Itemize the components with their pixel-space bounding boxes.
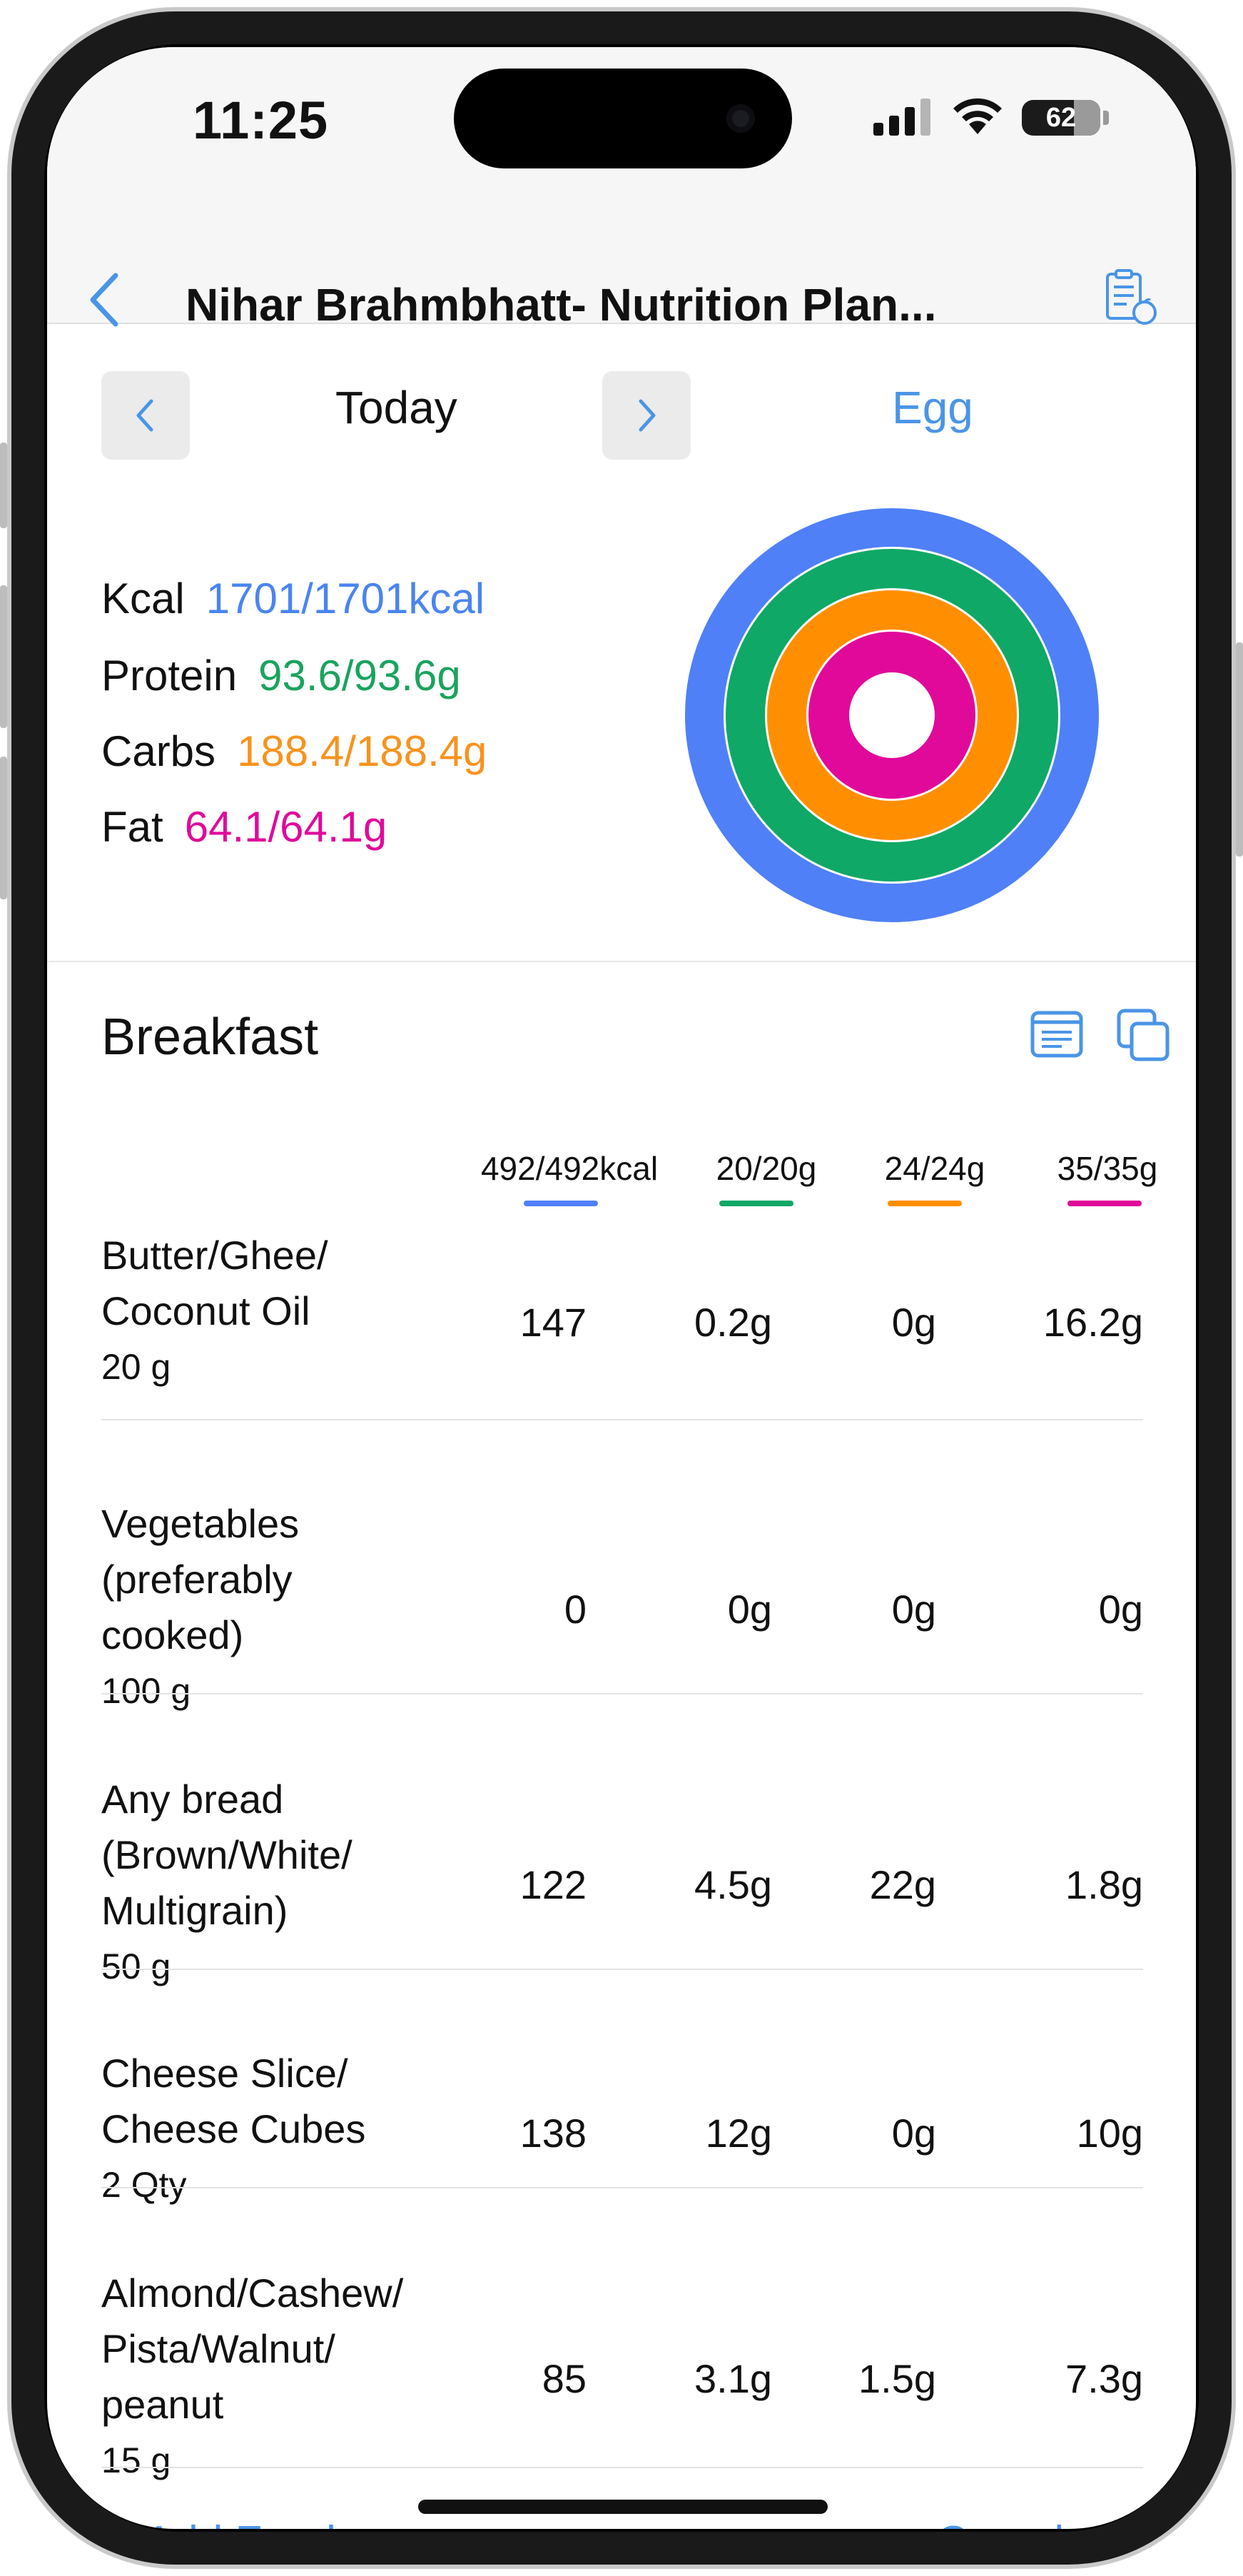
side-button <box>1236 642 1243 857</box>
meal-total-carbs: 24/24g <box>884 1150 985 1187</box>
meal-title: Breakfast <box>101 1009 319 1066</box>
row-divider <box>101 1969 1143 1970</box>
chevron-left-icon <box>136 399 153 432</box>
food-carbs: 22g <box>869 1862 936 1907</box>
macro-value: 93.6/93.6g <box>258 652 461 699</box>
food-carbs: 1.5g <box>858 2356 936 2401</box>
navigation-bar: Nihar Brahmbhatt- Nutrition Plan... <box>47 197 1196 330</box>
status-time: 11:25 <box>193 91 329 150</box>
food-fat: 10g <box>1076 2111 1143 2156</box>
section-divider <box>47 961 1196 962</box>
row-divider <box>101 2467 1143 2468</box>
food-kcal: 138 <box>519 2111 587 2156</box>
food-row[interactable]: Any bread (Brown/White/ Multigrain) 50 g … <box>101 1772 1143 1986</box>
food-kcal: 147 <box>519 1300 587 1345</box>
meal-notes-icon[interactable] <box>1030 1011 1083 1058</box>
food-row[interactable]: Cheese Slice/ Cheese Cubes 2 Qty 138 12g … <box>101 2046 1143 2210</box>
macro-value: 64.1/64.1g <box>184 803 387 851</box>
food-protein: 0.2g <box>694 1300 772 1345</box>
kcal-bar <box>524 1201 598 1206</box>
food-quantity: 15 g <box>101 2440 171 2480</box>
macro-label: Protein <box>101 652 238 699</box>
back-chevron-icon[interactable] <box>87 271 123 328</box>
meal-total-protein: 20/20g <box>716 1150 817 1187</box>
add-food-button[interactable]: Add Food <box>144 2517 336 2529</box>
cellular-signal-icon <box>873 99 938 136</box>
status-bar: 11:25 62 <box>47 47 1196 197</box>
food-protein: 0g <box>727 1587 772 1632</box>
food-name: Butter/Ghee/ Coconut Oil 20 g <box>101 1228 415 1395</box>
macro-carbs: Carbs 188.4/188.4g <box>101 727 487 776</box>
next-day-button[interactable] <box>602 371 691 460</box>
dynamic-island <box>454 69 792 168</box>
food-quantity: 20 g <box>101 1347 171 1387</box>
food-quantity: 50 g <box>101 1946 171 1986</box>
page-title: Nihar Brahmbhatt- Nutrition Plan... <box>186 279 937 330</box>
food-carbs: 0g <box>891 1300 936 1345</box>
camera-icon <box>726 104 755 133</box>
food-fat: 16.2g <box>1042 1300 1143 1345</box>
side-button <box>0 585 7 728</box>
row-divider <box>101 1693 1143 1694</box>
macro-label: Kcal <box>101 575 185 622</box>
food-quantity: 2 Qty <box>101 2165 187 2205</box>
macro-protein: Protein 93.6/93.6g <box>101 651 461 700</box>
food-kcal: 122 <box>519 1862 587 1907</box>
food-fat: 7.3g <box>1065 2356 1143 2401</box>
macro-label: Carbs <box>101 727 216 775</box>
macro-kcal: Kcal 1701/1701kcal <box>101 574 484 623</box>
protein-bar <box>719 1201 793 1206</box>
row-divider <box>101 2187 1143 2188</box>
meal-total-fat: 35/35g <box>1057 1150 1158 1187</box>
chevron-right-icon <box>639 399 656 432</box>
food-row[interactable]: Almond/Cashew/ Pista/Walnut/ peanut 15 g … <box>101 2266 1143 2480</box>
wifi-icon <box>953 98 1002 134</box>
food-quantity: 100 g <box>101 1671 191 1711</box>
food-fat: 1.8g <box>1065 1862 1143 1907</box>
day-label: Today <box>335 382 457 433</box>
food-protein: 4.5g <box>694 1862 772 1907</box>
battery-tip <box>1103 111 1109 125</box>
carbs-bar <box>888 1201 962 1206</box>
battery-icon: 62 <box>1022 100 1100 136</box>
food-protein: 12g <box>705 2111 772 2156</box>
previous-day-button[interactable] <box>101 371 190 460</box>
food-kcal: 0 <box>564 1587 587 1632</box>
fat-bar <box>1067 1201 1142 1206</box>
food-fat: 0g <box>1098 1587 1143 1632</box>
copy-meal-icon[interactable] <box>1116 1008 1170 1062</box>
food-name: Cheese Slice/ Cheese Cubes 2 Qty <box>101 2046 415 2213</box>
macro-value: 1701/1701kcal <box>206 575 485 622</box>
macro-value: 188.4/188.4g <box>237 727 487 775</box>
food-name: Vegetables (preferably cooked) 100 g <box>101 1496 358 1719</box>
food-carbs: 0g <box>891 1587 936 1632</box>
side-button <box>0 757 7 899</box>
macro-label: Fat <box>101 803 163 851</box>
row-divider <box>101 1419 1143 1420</box>
side-button <box>0 443 7 528</box>
macro-progress-rings <box>685 508 1099 922</box>
battery-level: 62 <box>1045 103 1077 133</box>
food-protein: 3.1g <box>694 2356 772 2401</box>
food-kcal: 85 <box>542 2356 587 2401</box>
diet-type-link[interactable]: Egg <box>892 382 973 433</box>
food-row[interactable]: Vegetables (preferably cooked) 100 g 0 0g… <box>101 1496 1143 1711</box>
food-name: Almond/Cashew/ Pista/Walnut/ peanut 15 g <box>101 2266 458 2488</box>
food-name: Any bread (Brown/White/ Multigrain) 50 g <box>101 1772 415 1994</box>
food-carbs: 0g <box>891 2111 936 2156</box>
meal-total-kcal: 492/492kcal <box>480 1150 659 1187</box>
home-indicator[interactable] <box>418 2500 828 2514</box>
complete-button[interactable]: Complete <box>936 2517 1125 2529</box>
macro-fat: Fat 64.1/64.1g <box>101 802 387 852</box>
diet-plan-icon[interactable] <box>1102 268 1160 327</box>
screen: 11:25 62 Nihar Brah <box>47 47 1196 2529</box>
food-row[interactable]: Butter/Ghee/ Coconut Oil 20 g 147 0.2g 0g… <box>101 1228 1143 1392</box>
